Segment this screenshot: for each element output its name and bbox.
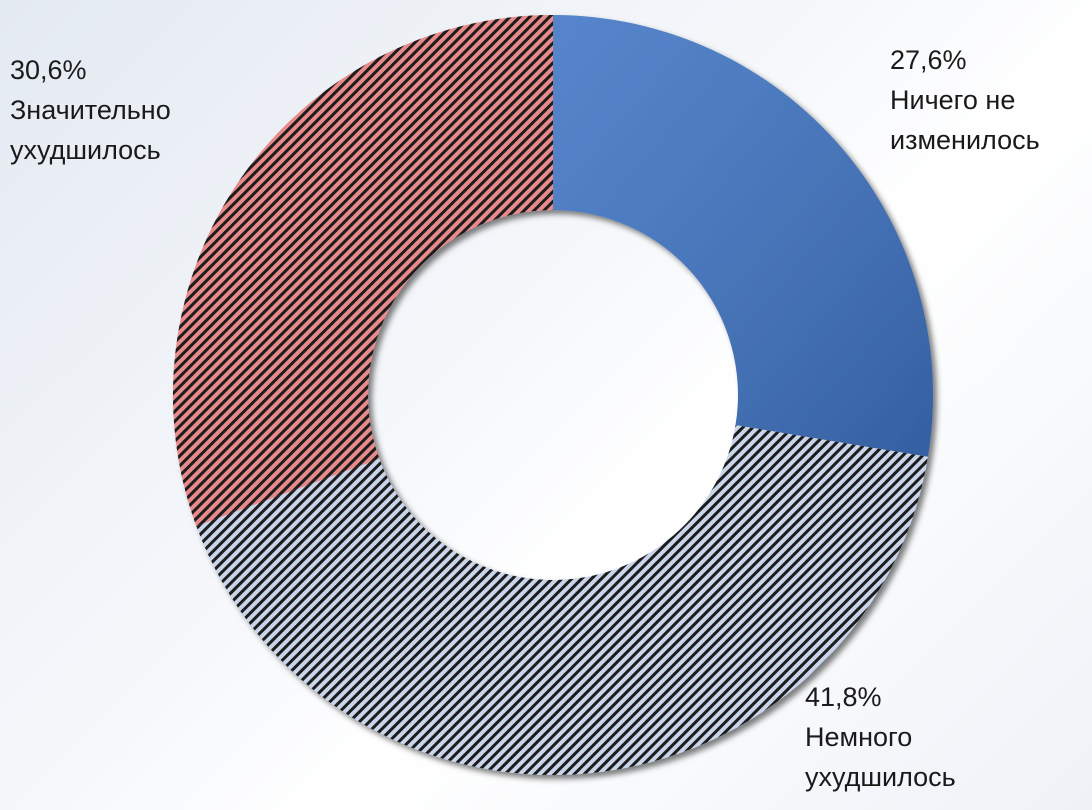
data-label: 27,6% Ничего не изменилось (890, 40, 1090, 160)
category-label: Ничего не изменилось (890, 85, 1040, 155)
value-label: 30,6% (10, 55, 87, 85)
data-label: 41,8% Немного ухудшилось (805, 677, 1005, 797)
category-label: Значительно ухудшилось (10, 95, 171, 165)
donut (172, 15, 933, 775)
category-label: Немного ухудшилось (805, 722, 956, 792)
wedge (172, 15, 553, 526)
value-label: 41,8% (805, 682, 882, 712)
data-label: 30,6% Значительно ухудшилось (10, 50, 210, 170)
value-label: 27,6% (890, 45, 967, 75)
wedge (553, 15, 933, 457)
